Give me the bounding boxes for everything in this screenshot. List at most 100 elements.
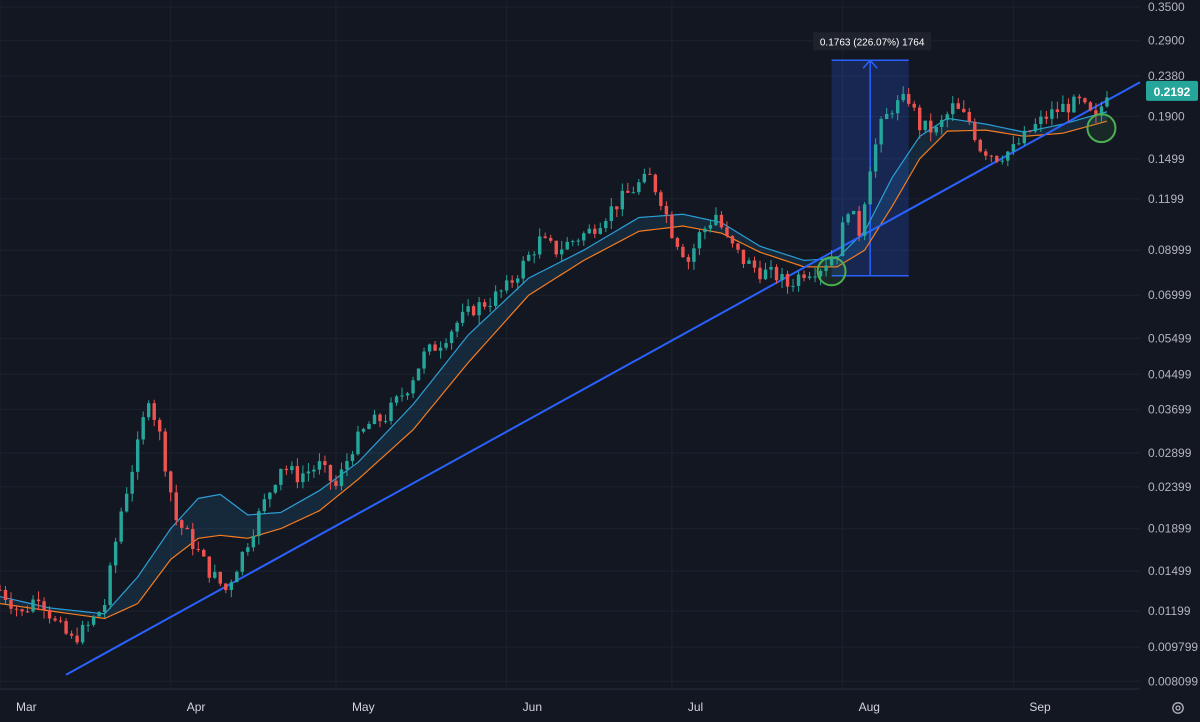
candle-body [1094, 110, 1098, 116]
candle-body [857, 210, 861, 236]
candle-body [361, 429, 366, 432]
candle-body [1072, 96, 1076, 113]
candle-body [835, 256, 839, 258]
candle-body [956, 103, 960, 109]
candle-body [1061, 103, 1065, 112]
candle-body [637, 182, 641, 193]
month-label: May [352, 700, 375, 714]
month-label: Sep [1029, 700, 1051, 714]
candle-body [824, 265, 828, 271]
candle-body [686, 257, 691, 262]
ma-band-fill [0, 111, 1107, 619]
candle-body [273, 484, 278, 493]
candle-body [328, 465, 333, 481]
candle-body [631, 192, 636, 194]
candle-body [504, 280, 509, 291]
candle-body [807, 276, 812, 278]
candle-body [664, 205, 669, 215]
candle-body [995, 155, 999, 162]
candle-body [510, 280, 514, 283]
candle-body [692, 248, 696, 262]
candle-body [279, 468, 283, 485]
candle-body [708, 225, 713, 229]
candle-body [1039, 116, 1043, 125]
candle-body [312, 469, 316, 472]
month-label: Apr [187, 700, 206, 714]
candle-body [659, 192, 663, 206]
candle-body [257, 511, 261, 537]
candle-body [846, 214, 850, 223]
candle-body [615, 206, 619, 210]
candle-body [47, 609, 52, 619]
candle-body [929, 120, 933, 133]
highlight-circle [816, 256, 847, 287]
candle-body [681, 246, 685, 258]
candle-body [620, 190, 625, 210]
measure-label-bg [813, 32, 932, 51]
candle-body [394, 396, 399, 403]
candle-body [323, 461, 327, 466]
candle-body [119, 511, 123, 542]
price-tick-label: 0.2380 [1148, 69, 1185, 83]
candle-body [102, 604, 107, 613]
candle-body [36, 599, 41, 602]
candle-body [25, 611, 30, 613]
candle-body [598, 228, 602, 234]
candle-body [1006, 151, 1010, 161]
candle-body [1017, 143, 1021, 145]
candle-body [719, 214, 724, 228]
candle-body [202, 549, 206, 557]
candle-body [284, 468, 289, 471]
moving-averages [0, 111, 1108, 620]
candle-body [235, 571, 239, 583]
price-tick-label: 0.05499 [1148, 331, 1192, 345]
candle-body [356, 431, 360, 455]
candle-body [923, 120, 927, 131]
price-tick-label: 0.1199 [1148, 192, 1184, 206]
candle-body [422, 351, 426, 369]
candle-body [471, 306, 476, 316]
candle-body [763, 269, 768, 280]
price-tick-label: 0.08999 [1148, 243, 1192, 257]
candle-body [367, 423, 371, 430]
candle-body [565, 241, 569, 250]
candle-body [1083, 98, 1087, 103]
gear-icon[interactable] [1170, 700, 1186, 716]
candle-body [901, 94, 905, 101]
candle-body [1055, 109, 1060, 112]
candle-body [339, 469, 344, 486]
candle-body [648, 173, 652, 175]
candle-body [372, 414, 377, 424]
candle-body [306, 471, 311, 474]
candle-body [69, 633, 74, 636]
candle-body [180, 520, 184, 528]
candle-body [703, 228, 707, 233]
candle-body [1050, 109, 1054, 119]
candle-body [400, 395, 404, 397]
candle-body [747, 260, 751, 264]
candle-body [224, 583, 228, 590]
price-tick-label: 0.009799 [1148, 640, 1198, 654]
candle-body [554, 240, 558, 255]
candle-body [268, 492, 272, 500]
candle-body [427, 344, 432, 352]
candle-body [532, 254, 536, 256]
candle-body [42, 601, 46, 610]
price-tick-label: 0.04499 [1148, 367, 1192, 381]
candle-body [1011, 144, 1016, 152]
month-label: Jul [688, 700, 703, 714]
candle-body [113, 541, 118, 566]
candle-body [549, 237, 553, 241]
candle-body [593, 228, 597, 234]
candle-body [984, 151, 988, 156]
price-tick-label: 0.01199 [1148, 604, 1191, 618]
candle-body [653, 174, 658, 193]
candle-body [86, 624, 90, 626]
candle-body [350, 454, 355, 462]
candle-body [879, 118, 883, 145]
candle-body [1088, 102, 1093, 111]
candle-body [207, 556, 211, 578]
candle-body [477, 302, 481, 316]
